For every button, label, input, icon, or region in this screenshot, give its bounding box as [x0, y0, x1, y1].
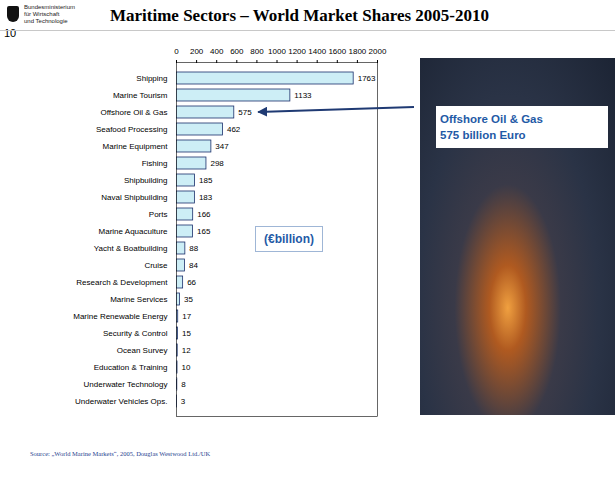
- svg-text:Marine Services: Marine Services: [110, 295, 167, 304]
- svg-text:600: 600: [230, 47, 244, 56]
- svg-text:1133: 1133: [294, 91, 312, 100]
- svg-text:8: 8: [181, 380, 186, 389]
- html-text:für Wirtschaft: für Wirtschaft: [24, 11, 60, 17]
- svg-text:800: 800: [250, 47, 264, 56]
- html-text:10: 10: [4, 27, 17, 39]
- svg-text:2000: 2000: [369, 47, 387, 56]
- svg-text:Ports: Ports: [149, 210, 168, 219]
- svg-text:Ocean Survey: Ocean Survey: [117, 346, 168, 355]
- svg-text:Fishing: Fishing: [142, 159, 168, 168]
- svg-text:10: 10: [182, 363, 191, 372]
- svg-text:1000: 1000: [268, 47, 286, 56]
- svg-text:35: 35: [184, 295, 193, 304]
- html-text:Source: „World Marine Markets“: Source: „World Marine Markets“, 2005, Do…: [30, 450, 211, 457]
- html-text:Bundesministerium: Bundesministerium: [24, 4, 75, 10]
- svg-text:Naval Shipbuilding: Naval Shipbuilding: [101, 193, 167, 202]
- svg-text:Security & Control: Security & Control: [103, 329, 168, 338]
- svg-text:400: 400: [210, 47, 224, 56]
- svg-text:Underwater Technology: Underwater Technology: [84, 380, 168, 389]
- svg-text:Marine Equipment: Marine Equipment: [103, 142, 169, 151]
- svg-text:185: 185: [199, 176, 213, 185]
- svg-text:3: 3: [181, 397, 186, 406]
- html-text:und Technologie: und Technologie: [24, 18, 68, 24]
- svg-text:Education & Training: Education & Training: [94, 363, 168, 372]
- svg-text:1600: 1600: [328, 47, 346, 56]
- svg-text:Research & Development: Research & Development: [76, 278, 168, 287]
- html-text:Maritime Sectors – World Marke: Maritime Sectors – World Market Shares 2…: [110, 6, 489, 25]
- svg-text:1800: 1800: [349, 47, 367, 56]
- svg-text:200: 200: [190, 47, 204, 56]
- svg-text:Yacht & Boatbuilding: Yacht & Boatbuilding: [94, 244, 168, 253]
- svg-text:17: 17: [182, 312, 191, 321]
- svg-text:Cruise: Cruise: [144, 261, 168, 270]
- svg-text:Underwater Vehicles Ops.: Underwater Vehicles Ops.: [75, 397, 168, 406]
- svg-text:Marine Renewable Energy: Marine Renewable Energy: [73, 312, 167, 321]
- svg-text:0: 0: [174, 47, 179, 56]
- svg-text:462: 462: [227, 125, 241, 134]
- svg-text:Seafood Processing: Seafood Processing: [96, 125, 168, 134]
- svg-text:84: 84: [189, 261, 198, 270]
- svg-text:298: 298: [210, 159, 224, 168]
- svg-text:1200: 1200: [288, 47, 306, 56]
- svg-text:166: 166: [197, 210, 211, 219]
- svg-text:575: 575: [238, 108, 252, 117]
- svg-text:1400: 1400: [308, 47, 326, 56]
- svg-text:15: 15: [182, 329, 191, 338]
- svg-text:66: 66: [187, 278, 196, 287]
- svg-text:Shipping: Shipping: [136, 74, 167, 83]
- svg-text:347: 347: [215, 142, 229, 151]
- html-text:Offshore Oil & Gas: Offshore Oil & Gas: [440, 113, 543, 125]
- html-text:575 billion Euro: 575 billion Euro: [440, 129, 526, 141]
- svg-text:Marine Aquaculture: Marine Aquaculture: [99, 227, 168, 236]
- svg-text:165: 165: [197, 227, 211, 236]
- svg-text:88: 88: [189, 244, 198, 253]
- svg-text:12: 12: [182, 346, 191, 355]
- svg-text:Offshore Oil & Gas: Offshore Oil & Gas: [101, 108, 168, 117]
- svg-text:1763: 1763: [358, 74, 376, 83]
- html-text:(€billion): (€billion): [264, 232, 314, 246]
- svg-text:Shipbuilding: Shipbuilding: [124, 176, 168, 185]
- svg-text:Marine Tourism: Marine Tourism: [113, 91, 168, 100]
- svg-text:183: 183: [199, 193, 213, 202]
